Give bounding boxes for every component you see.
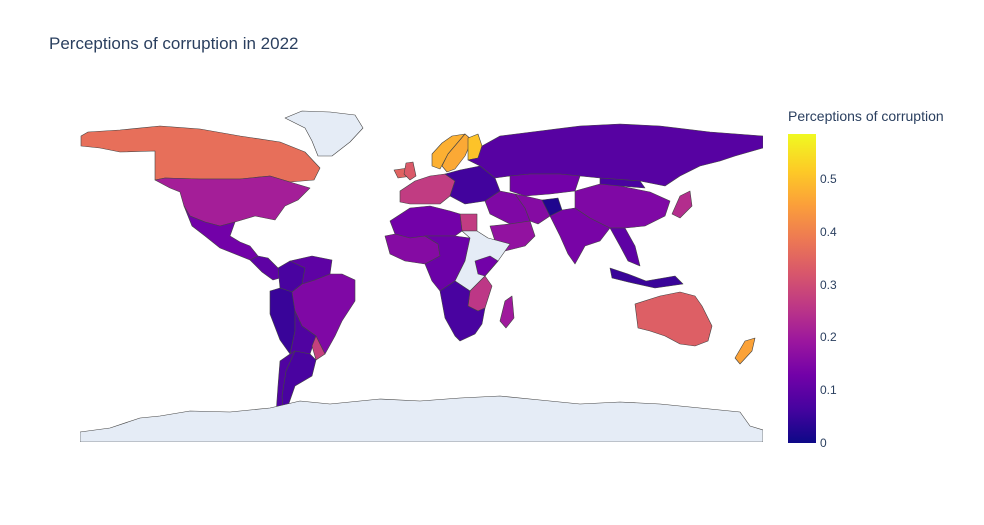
region-united-kingdom[interactable] (403, 161, 417, 181)
region-peru[interactable] (269, 287, 296, 355)
region-new-zealand[interactable] (734, 337, 756, 365)
region-australia[interactable] (634, 291, 713, 347)
region-southern-africa[interactable] (439, 280, 486, 342)
region-mongolia[interactable] (599, 177, 646, 189)
region-southeast-asia[interactable] (609, 227, 641, 267)
region-iran[interactable] (514, 193, 551, 225)
region-united-states[interactable] (154, 175, 311, 227)
map-title: Perceptions of corruption in 2022 (49, 34, 299, 53)
region-mexico[interactable] (183, 205, 259, 261)
region-madagascar[interactable] (499, 295, 515, 329)
map-area[interactable] (80, 96, 763, 442)
region-japan[interactable] (671, 190, 693, 219)
world-map[interactable] (80, 96, 763, 442)
colorbar-tick-label: 0 (820, 436, 827, 450)
region-canada[interactable] (80, 125, 321, 183)
colorbar-tick-label: 0.1 (820, 383, 837, 398)
colorbar-gradient (788, 134, 816, 443)
colorbar-tick-label: 0.2 (820, 330, 837, 345)
colorbar-title: Perceptions of corruption (788, 108, 944, 124)
colorbar-tick-label: 0.5 (820, 171, 837, 186)
region-indonesia[interactable] (609, 267, 684, 289)
region-north-africa[interactable] (389, 205, 463, 239)
region-central-america[interactable] (249, 255, 281, 281)
colorbar-tick-label: 0.4 (820, 224, 837, 239)
region-kazakhstan[interactable] (509, 173, 581, 197)
region-india[interactable] (549, 207, 611, 265)
region-egypt[interactable] (459, 213, 478, 232)
colorbar-tick-label: 0.3 (820, 277, 837, 292)
region-antarctica[interactable] (80, 395, 763, 442)
region-east-africa[interactable] (474, 255, 499, 277)
region-greenland[interactable] (284, 110, 364, 157)
